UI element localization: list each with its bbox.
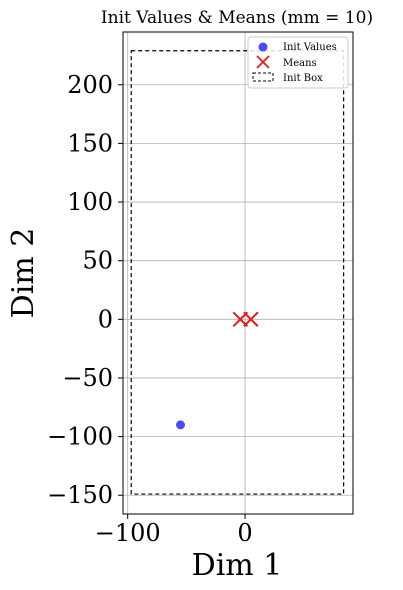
y-tick-label: 150 <box>67 129 113 157</box>
legend-init-values-marker <box>258 42 268 52</box>
legend-init-values-label: Init Values <box>283 42 337 53</box>
x-tick-label: 0 <box>237 519 252 547</box>
x-axis-label: Dim 1 <box>192 548 283 583</box>
x-tick-label: −100 <box>95 519 161 547</box>
init-box <box>130 50 345 495</box>
y-tick-label: −150 <box>47 481 113 509</box>
y-tick-label: 50 <box>82 247 113 275</box>
x-axis-ticks: −100 0 <box>95 514 253 547</box>
mean-marker <box>243 311 259 328</box>
chart-title: Init Values & Means (mm = 10) <box>101 8 373 28</box>
y-tick-label: −100 <box>47 423 113 451</box>
y-tick-label: 0 <box>98 305 113 333</box>
plot-frame <box>122 31 354 515</box>
legend-means-label: Means <box>283 58 317 69</box>
y-tick-label: −50 <box>62 364 113 392</box>
init-box-layer <box>130 50 345 495</box>
data-points-layer <box>176 311 259 430</box>
init-value-point <box>176 420 185 430</box>
y-axis-label: Dim 2 <box>6 228 41 319</box>
legend: Init Values Means Init Box <box>247 36 349 89</box>
y-axis-ticks: −150 −100 −50 0 50 100 150 200 <box>47 71 123 509</box>
y-tick-label: 100 <box>67 188 113 216</box>
y-tick-label: 200 <box>67 71 113 99</box>
legend-init-box-marker <box>252 72 274 82</box>
legend-means-marker <box>256 55 270 69</box>
legend-init-box-label: Init Box <box>283 73 323 84</box>
